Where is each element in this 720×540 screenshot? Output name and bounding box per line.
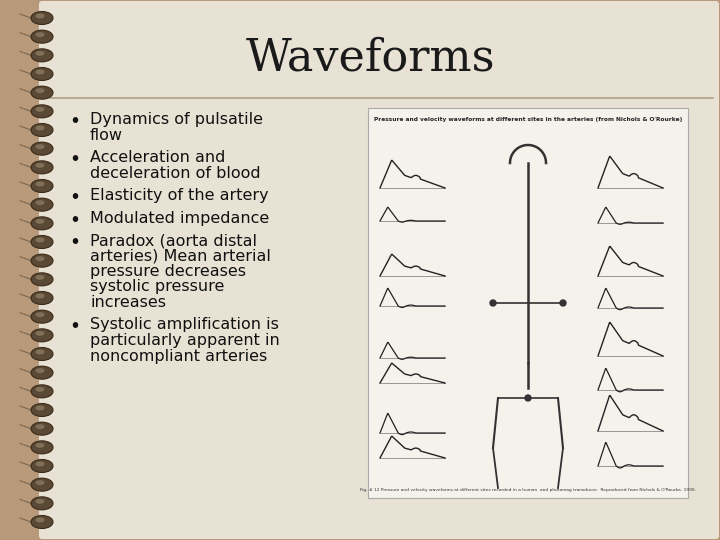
Ellipse shape <box>35 70 45 75</box>
Text: Acceleration and: Acceleration and <box>90 150 225 165</box>
Text: Modulated impedance: Modulated impedance <box>90 211 269 226</box>
Text: •: • <box>69 233 81 252</box>
Ellipse shape <box>31 68 53 80</box>
Ellipse shape <box>35 238 45 242</box>
Ellipse shape <box>35 294 45 299</box>
Ellipse shape <box>31 198 53 211</box>
Ellipse shape <box>31 217 53 230</box>
Ellipse shape <box>35 331 45 336</box>
Ellipse shape <box>35 275 45 280</box>
Ellipse shape <box>35 480 45 485</box>
Text: •: • <box>69 150 81 169</box>
Text: flow: flow <box>90 127 123 143</box>
Ellipse shape <box>31 460 53 472</box>
Text: arteries) Mean arterial: arteries) Mean arterial <box>90 248 271 264</box>
Ellipse shape <box>35 107 45 112</box>
Ellipse shape <box>35 144 45 149</box>
Ellipse shape <box>31 273 53 286</box>
Ellipse shape <box>35 443 45 448</box>
Text: systolic pressure: systolic pressure <box>90 280 225 294</box>
Ellipse shape <box>31 142 53 155</box>
Ellipse shape <box>31 366 53 379</box>
Ellipse shape <box>31 49 53 62</box>
FancyBboxPatch shape <box>368 108 688 498</box>
FancyBboxPatch shape <box>39 1 719 539</box>
Ellipse shape <box>35 424 45 429</box>
Ellipse shape <box>35 125 45 131</box>
Text: increases: increases <box>90 295 166 310</box>
Text: •: • <box>69 318 81 336</box>
Text: Paradox (aorta distal: Paradox (aorta distal <box>90 233 257 248</box>
Ellipse shape <box>31 254 53 267</box>
Circle shape <box>560 300 566 306</box>
Ellipse shape <box>31 310 53 323</box>
Text: pressure decreases: pressure decreases <box>90 264 246 279</box>
Ellipse shape <box>35 462 45 467</box>
Text: •: • <box>69 211 81 229</box>
Text: noncompliant arteries: noncompliant arteries <box>90 348 267 363</box>
Ellipse shape <box>31 179 53 192</box>
Ellipse shape <box>31 292 53 305</box>
Ellipse shape <box>31 441 53 454</box>
Ellipse shape <box>31 516 53 529</box>
Text: Elasticity of the artery: Elasticity of the artery <box>90 188 269 203</box>
Text: Dynamics of pulsatile: Dynamics of pulsatile <box>90 112 263 127</box>
Text: Fig. # 12 Pressure and velocity waveforms at different sites recorded in a human: Fig. # 12 Pressure and velocity waveform… <box>360 488 696 492</box>
Text: •: • <box>69 188 81 207</box>
Ellipse shape <box>31 161 53 174</box>
Ellipse shape <box>35 163 45 168</box>
Ellipse shape <box>35 312 45 317</box>
Ellipse shape <box>31 30 53 43</box>
Ellipse shape <box>35 200 45 205</box>
Ellipse shape <box>35 51 45 56</box>
Ellipse shape <box>31 478 53 491</box>
Ellipse shape <box>31 348 53 361</box>
Ellipse shape <box>31 105 53 118</box>
Ellipse shape <box>31 497 53 510</box>
Ellipse shape <box>35 256 45 261</box>
Ellipse shape <box>35 349 45 354</box>
Ellipse shape <box>35 32 45 37</box>
Ellipse shape <box>35 406 45 410</box>
Text: particularly apparent in: particularly apparent in <box>90 333 280 348</box>
Ellipse shape <box>35 181 45 186</box>
Ellipse shape <box>31 329 53 342</box>
Circle shape <box>525 395 531 401</box>
Text: •: • <box>69 112 81 131</box>
Ellipse shape <box>35 499 45 504</box>
Ellipse shape <box>31 385 53 398</box>
Ellipse shape <box>35 219 45 224</box>
Ellipse shape <box>31 422 53 435</box>
Ellipse shape <box>31 403 53 416</box>
Text: Systolic amplification is: Systolic amplification is <box>90 318 279 333</box>
Ellipse shape <box>31 11 53 24</box>
Circle shape <box>490 300 496 306</box>
Text: deceleration of blood: deceleration of blood <box>90 165 261 180</box>
Ellipse shape <box>31 86 53 99</box>
Ellipse shape <box>35 368 45 373</box>
Ellipse shape <box>31 124 53 137</box>
Ellipse shape <box>31 235 53 248</box>
Text: Waveforms: Waveforms <box>246 36 495 79</box>
Text: Pressure and velocity waveforms at different sites in the arteries (from Nichols: Pressure and velocity waveforms at diffe… <box>374 118 682 123</box>
Ellipse shape <box>35 88 45 93</box>
Ellipse shape <box>35 14 45 18</box>
Ellipse shape <box>35 517 45 523</box>
Ellipse shape <box>35 387 45 392</box>
